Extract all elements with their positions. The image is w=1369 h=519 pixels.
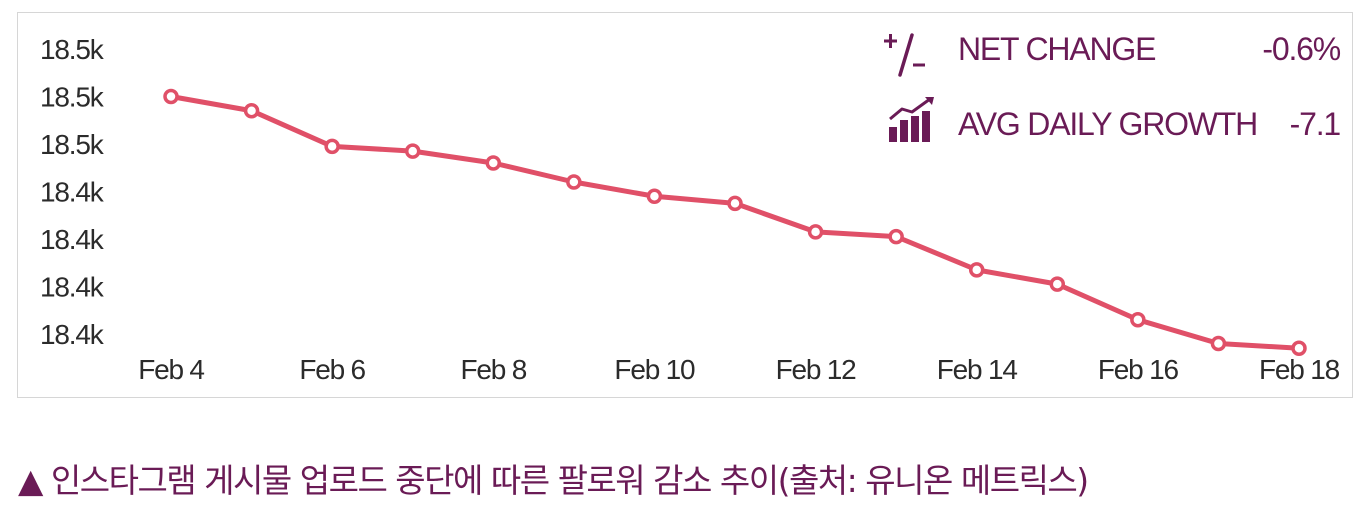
x-tick-label: Feb 6 [299,354,365,385]
data-point [1049,276,1066,292]
y-axis-ticks: 18.5k 18.5k 18.5k 18.4k 18.4k 18.4k 18.4k [40,34,106,350]
data-point [324,138,340,155]
line-chart: 18.5k 18.5k 18.5k 18.4k 18.4k 18.4k 18.4k Feb … [40,31,1342,385]
data-point [727,195,743,212]
data-point [404,143,421,159]
chart-caption: ▲ 인스타그램 게시물 업로드 중단에 따른 팔로워 감소 추이(출처: 유니온… [18,461,1089,500]
x-tick-label: Feb 16 [1098,354,1179,385]
data-point [1291,340,1307,356]
data-point [163,88,179,105]
y-tick-label: 18.4k [40,319,105,350]
net-change-value: -0.6% [1262,31,1340,67]
data-point [807,224,824,240]
net-change-stat: NET CHANGE -0.6% [884,31,1342,77]
x-tick-label: Feb 4 [138,354,204,385]
data-point [485,155,502,171]
net-change-label: NET CHANGE [958,31,1155,67]
x-axis-ticks: Feb 4 Feb 6 Feb 8 Feb 10 Feb 12 Feb 14 Feb 16 F… [138,354,1341,385]
data-point [1130,312,1146,328]
data-point [888,228,904,245]
data-point [968,262,985,278]
avg-daily-growth-value: -7.1 [1290,106,1341,142]
y-tick-label: 18.5k [40,82,105,113]
y-tick-label: 18.4k [40,224,105,255]
y-tick-label: 18.5k [40,34,105,65]
y-tick-label: 18.5k [40,129,105,160]
series-layer [163,88,1307,356]
avg-daily-growth-stat: AVG DAILY GROWTH -7.1 [889,97,1342,142]
data-point [566,174,582,190]
data-point [1210,335,1227,352]
avg-daily-growth-label: AVG DAILY GROWTH [958,106,1257,142]
x-tick-label: Feb 8 [460,354,526,385]
x-tick-label: Feb 12 [776,354,857,385]
data-point [243,103,260,119]
chart-frame: 18.5k 18.5k 18.5k 18.4k 18.4k 18.4k 18.4k Feb … [17,12,1353,398]
x-tick-label: Feb 10 [614,354,695,385]
data-point [646,188,663,204]
y-tick-label: 18.4k [40,177,105,208]
x-tick-label: Feb 14 [937,354,1018,385]
y-tick-label: 18.4k [40,272,105,303]
x-tick-label: Feb 18 [1259,354,1340,385]
plus-minus-icon [884,33,925,77]
growth-bars-icon [889,97,934,142]
